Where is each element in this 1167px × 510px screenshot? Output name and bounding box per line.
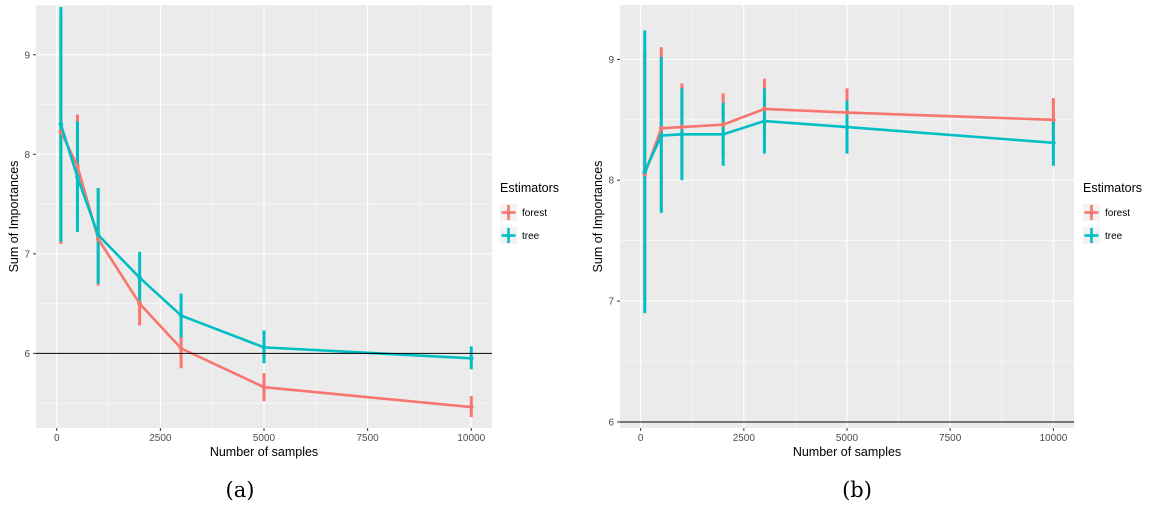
data-point-tree	[95, 232, 101, 238]
x-tick-label: 5000	[836, 433, 859, 444]
y-tick-label: 9	[24, 50, 30, 61]
data-point-forest	[844, 110, 850, 115]
legend-key-point	[506, 233, 511, 238]
data-point-forest	[679, 124, 685, 130]
chart-panel-b: 0 2500 5000 7500 10000 6 7 8 9 Number of samples S…	[591, 5, 1142, 502]
x-tick-label: 2500	[733, 433, 756, 444]
legend: Estimators forest tree	[1083, 181, 1142, 244]
x-tick-label: 10000	[1039, 433, 1067, 444]
data-point-tree	[261, 345, 267, 350]
data-point-tree	[178, 313, 184, 318]
y-tick-label: 7	[608, 297, 614, 308]
data-point-tree	[75, 174, 80, 180]
x-tick-label: 7500	[357, 433, 380, 444]
y-tick-label: 9	[608, 55, 614, 66]
data-point-forest	[178, 346, 184, 351]
y-axis-title: Sum of Importances	[7, 161, 21, 273]
y-tick-label: 6	[24, 349, 30, 360]
data-point-forest	[261, 384, 267, 390]
chart-panel-a: 0 2500 5000 7500 10000 6 7 8 9 Number of samples S…	[7, 4, 559, 502]
legend-label-tree: tree	[522, 231, 540, 242]
y-tick-label: 8	[24, 150, 30, 161]
y-tick-label: 8	[608, 176, 614, 187]
data-point-tree	[58, 122, 64, 127]
panel-caption: (b)	[842, 478, 872, 502]
y-axis-title: Sum of Importances	[591, 161, 605, 273]
x-axis-title: Number of samples	[793, 445, 901, 459]
legend-label-forest: forest	[522, 208, 547, 219]
x-tick-label: 10000	[457, 433, 485, 444]
data-point-tree	[679, 132, 685, 137]
data-point-forest	[762, 106, 767, 112]
panel-caption: (a)	[226, 478, 255, 502]
y-tick-label: 6	[608, 417, 614, 428]
data-point-tree	[468, 356, 474, 361]
data-point-forest	[137, 301, 142, 306]
legend-title: Estimators	[500, 181, 559, 195]
y-tick-label: 7	[24, 249, 30, 260]
data-point-tree	[137, 275, 142, 281]
x-tick-label: 0	[638, 433, 644, 444]
legend-label-tree: tree	[1105, 231, 1123, 242]
data-point-forest	[468, 404, 474, 410]
legend-title: Estimators	[1083, 181, 1142, 195]
x-tick-label: 2500	[149, 433, 172, 444]
x-axis-title: Number of samples	[210, 445, 318, 459]
x-tick-label: 0	[54, 433, 60, 444]
data-point-tree	[720, 132, 726, 137]
legend-label-forest: forest	[1105, 208, 1130, 219]
legend-key-point	[506, 210, 511, 215]
data-point-tree	[762, 118, 767, 124]
legend-key-point	[1089, 210, 1094, 215]
data-point-tree	[658, 133, 664, 138]
x-tick-label: 7500	[939, 433, 962, 444]
x-tick-label: 5000	[253, 433, 276, 444]
data-point-forest	[75, 163, 80, 169]
data-point-tree	[642, 169, 648, 175]
data-point-forest	[720, 122, 726, 127]
legend-key-point	[1089, 233, 1094, 238]
data-point-tree	[844, 124, 850, 130]
data-point-tree	[1051, 140, 1056, 146]
legend: Estimators forest tree	[500, 181, 559, 244]
data-point-forest	[1051, 117, 1056, 123]
data-point-forest	[658, 125, 664, 131]
